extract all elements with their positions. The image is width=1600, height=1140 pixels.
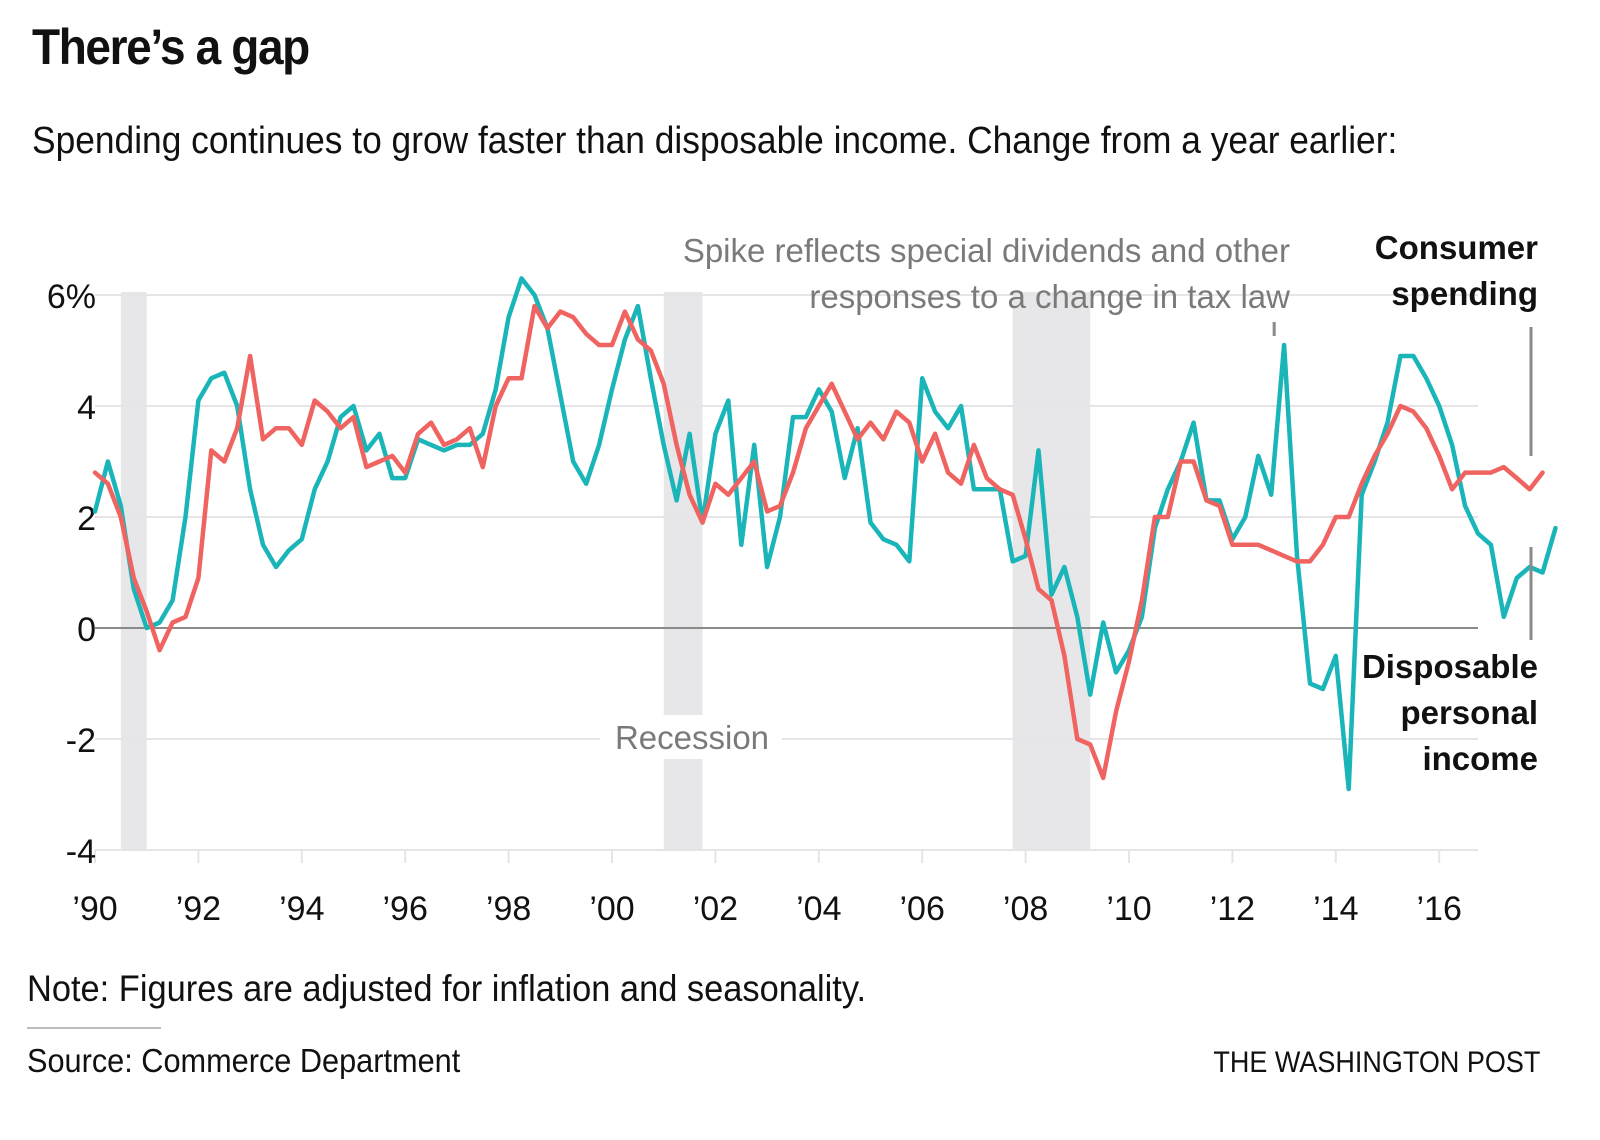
divider xyxy=(27,1027,161,1029)
income-label-line3: income xyxy=(1422,740,1538,777)
gridlines xyxy=(95,294,1478,851)
x-tick-label: ’98 xyxy=(486,890,531,928)
x-tick-label: ’04 xyxy=(796,890,841,928)
y-tick-label: 4 xyxy=(77,389,96,427)
x-tick-label: ’02 xyxy=(693,890,738,928)
income-label-line2: personal xyxy=(1400,694,1538,731)
footnote: Note: Figures are adjusted for inflation… xyxy=(27,968,867,1009)
chart-title: There’s a gap xyxy=(32,19,310,75)
x-tick-label: ’96 xyxy=(383,890,428,928)
recession-label-bg xyxy=(600,715,782,759)
y-tick-label: -2 xyxy=(66,722,96,760)
x-tick-label: ’10 xyxy=(1106,890,1151,928)
income-label-line1: Disposable xyxy=(1362,648,1538,685)
publisher-credit: THE WASHINGTON POST xyxy=(1212,1046,1540,1079)
x-tick-label: ’12 xyxy=(1210,890,1255,928)
disposable-income-line xyxy=(92,276,1558,792)
recession-bands xyxy=(120,292,1091,850)
x-axis: ’90 ’92 ’94 ’96 ’98 ’00 ’02 ’04 ’06 ’08 ’10 ’12 ’14 ’… xyxy=(72,850,1462,928)
x-tick-label: ’92 xyxy=(176,890,221,928)
x-tick-label: ’90 xyxy=(72,890,117,928)
x-tick-label: ’16 xyxy=(1417,890,1462,928)
y-tick-label: -4 xyxy=(66,833,96,871)
x-tick-label: ’00 xyxy=(589,890,634,928)
source-credit: Source: Commerce Department xyxy=(27,1042,461,1079)
spike-annotation-line1: Spike reflects special dividends and oth… xyxy=(683,232,1290,269)
x-tick-label: ’06 xyxy=(900,890,945,928)
y-tick-label: 6% xyxy=(47,278,96,316)
y-axis: 6% 4 2 0 -2 -4 xyxy=(47,278,96,871)
consumer-spending-line xyxy=(92,303,1545,781)
series-lines xyxy=(92,276,1558,792)
x-tick-label: ’14 xyxy=(1313,890,1358,928)
recession-label: Recession xyxy=(615,719,769,756)
consumer-spending-label-line1: Consumer xyxy=(1375,229,1538,266)
chart-subtitle: Spending continues to grow faster than d… xyxy=(32,120,1398,162)
series-labels: Consumer spending Disposable personal income xyxy=(1362,229,1538,777)
spike-annotation-line2: responses to a change in tax law xyxy=(809,278,1290,315)
y-tick-label: 2 xyxy=(77,500,96,538)
line-chart: ’90 ’92 ’94 ’96 ’98 ’00 ’02 ’04 ’06 ’08 ’10 ’12 ’14 ’… xyxy=(47,229,1558,928)
annotations: Recession Spike reflects special dividend… xyxy=(600,232,1290,759)
y-tick-label: 0 xyxy=(77,611,96,649)
x-tick-label: ’94 xyxy=(279,890,324,928)
consumer-spending-label-line2: spending xyxy=(1391,275,1538,312)
recession-band xyxy=(663,292,703,850)
x-tick-label: ’08 xyxy=(1003,890,1048,928)
